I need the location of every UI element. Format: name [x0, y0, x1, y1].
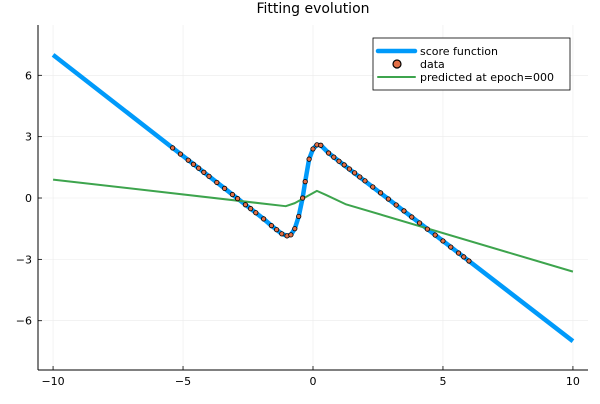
y-tick-label: 0: [25, 192, 32, 205]
data-point: [274, 227, 280, 233]
data-point: [362, 178, 368, 184]
data-point: [377, 190, 384, 196]
data-point: [432, 232, 438, 238]
data-point: [201, 169, 207, 175]
x-tick-label: 0: [310, 375, 317, 388]
data-point: [461, 254, 467, 260]
data-point: [385, 196, 391, 202]
data-point: [296, 213, 302, 220]
legend-box: [372, 37, 571, 91]
data-point: [416, 220, 423, 226]
data-point: [268, 223, 275, 229]
data-point: [351, 170, 358, 176]
data-point: [242, 202, 249, 208]
data-point: [401, 208, 407, 214]
data-point: [346, 166, 352, 172]
data-point: [288, 232, 294, 238]
legend-swatch: [392, 59, 402, 69]
y-tick-label: 6: [25, 69, 32, 82]
data-point: [196, 165, 202, 171]
data-point: [448, 244, 454, 250]
legend-label: predicted at epoch=000: [420, 71, 554, 84]
data-point: [341, 162, 347, 168]
x-tick-label: −5: [175, 375, 191, 388]
data-point: [370, 184, 376, 190]
data-point: [222, 185, 228, 191]
y-tick-label: 3: [25, 131, 32, 144]
data-point: [325, 150, 332, 156]
data-point: [409, 214, 415, 220]
data-point: [214, 179, 220, 186]
y-tick-label: −3: [16, 253, 32, 266]
y-tick-label: −6: [16, 315, 32, 328]
series-layer: [51, 53, 575, 343]
legend-label: score function: [420, 45, 498, 58]
data-point: [279, 231, 285, 237]
data-point: [310, 146, 316, 152]
series-line-0: [51, 53, 575, 343]
data-point: [331, 154, 337, 160]
data-point: [300, 195, 306, 201]
axes: −10 −5 0 5 10 −6 −3 0 3 6: [16, 25, 588, 388]
data-point: [357, 174, 363, 180]
data-point: [177, 151, 184, 157]
data-point: [302, 179, 308, 185]
data-point: [466, 258, 472, 264]
data-point: [318, 142, 324, 148]
series-line-2: [52, 178, 574, 273]
x-tick-label: 5: [439, 375, 446, 388]
data-point: [440, 238, 446, 244]
data-point: [253, 210, 259, 216]
x-tick-label: 10: [566, 375, 580, 388]
data-point: [190, 161, 197, 167]
data-point: [336, 158, 342, 164]
legend-label: data: [420, 58, 445, 71]
chart-title: Fitting evolution: [256, 1, 369, 17]
data-point: [261, 216, 267, 222]
x-tick-label: −10: [41, 375, 64, 388]
data-point: [424, 226, 430, 232]
data-point: [235, 196, 241, 202]
data-point: [206, 173, 212, 179]
data-point: [306, 156, 312, 162]
data-point: [185, 157, 191, 163]
data-point: [292, 226, 298, 232]
data-point: [455, 250, 462, 256]
data-point: [229, 191, 236, 198]
data-point: [248, 206, 254, 212]
data-point: [170, 145, 176, 151]
data-point: [393, 202, 399, 208]
